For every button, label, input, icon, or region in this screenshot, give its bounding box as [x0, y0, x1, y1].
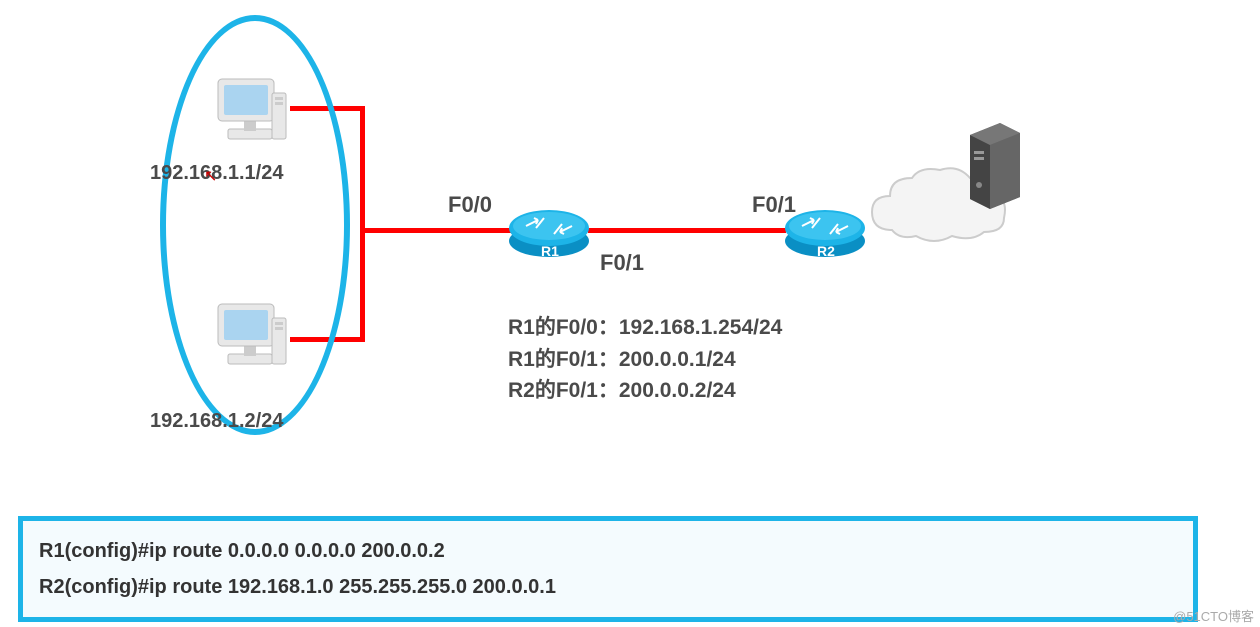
r1-f01-label: F0/1: [600, 250, 644, 276]
cursor-mark: ↖: [204, 166, 217, 186]
link-segment: [360, 228, 512, 233]
router-r1-name: R1: [540, 243, 560, 259]
link-segment: [588, 228, 786, 233]
r1-f00-label: F0/0: [448, 192, 492, 218]
info-line: R1的F0/0：192.168.1.254/24: [508, 312, 782, 344]
server-icon: [960, 115, 1030, 220]
config-box: R1(config)#ip route 0.0.0.0 0.0.0.0 200.…: [18, 516, 1198, 622]
pc2-icon: [210, 300, 290, 370]
link-segment: [360, 106, 365, 342]
r2-f01-label: F0/1: [752, 192, 796, 218]
info-line: R1的F0/1：200.0.0.1/24: [508, 344, 782, 376]
info-line: R2的F0/1：200.0.0.2/24: [508, 375, 782, 407]
pc2-ip-label: 192.168.1.2/24: [150, 410, 283, 433]
interface-info: R1的F0/0：192.168.1.254/24 R1的F0/1：200.0.0…: [508, 312, 782, 407]
watermark: @51CTO博客: [1173, 606, 1254, 625]
network-diagram: 192.168.1.1/24 ↖ 192.168.1.2/24 R1 F0/0 …: [0, 0, 1260, 627]
pc1-icon: [210, 75, 290, 145]
config-line: R2(config)#ip route 192.168.1.0 255.255.…: [39, 569, 1177, 605]
config-line: R1(config)#ip route 0.0.0.0 0.0.0.0 200.…: [39, 533, 1177, 569]
router-r2-name: R2: [816, 243, 836, 259]
